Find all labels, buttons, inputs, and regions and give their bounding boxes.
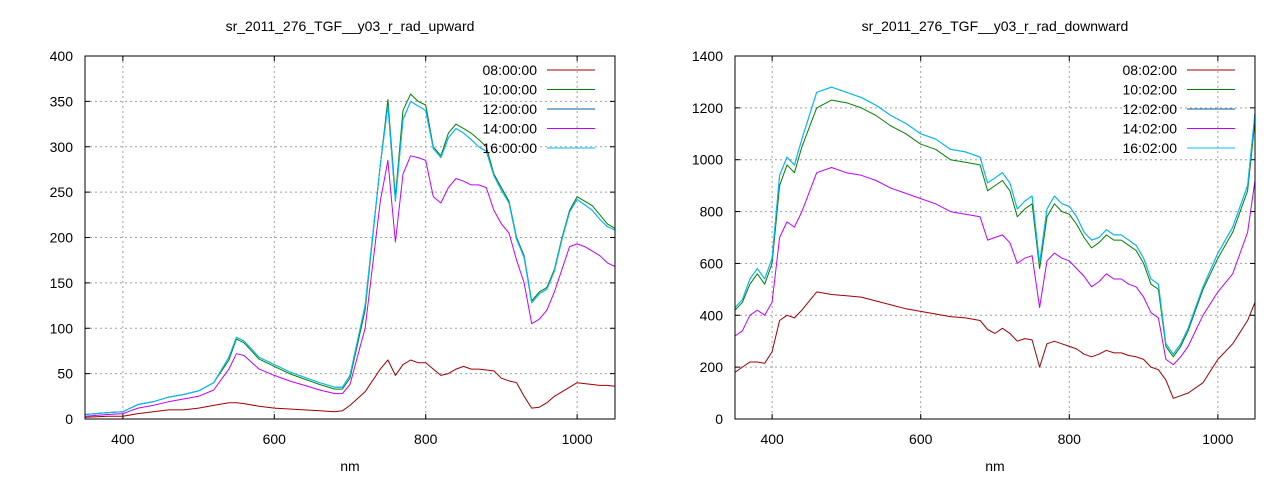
legend-label: 08:02:00 <box>1123 62 1178 78</box>
y-tick-label: 400 <box>700 307 724 323</box>
y-tick-label: 600 <box>700 255 724 271</box>
series-line-4 <box>735 87 1255 354</box>
series-line-2 <box>735 87 1255 354</box>
x-tick-label: 800 <box>1058 431 1082 447</box>
chart-upward: sr_2011_276_TGF__y03_r_rad_upward 0 50 100 1… <box>50 18 615 474</box>
legend-label: 10:02:00 <box>1123 82 1178 98</box>
x-tick-label: 1000 <box>562 431 593 447</box>
y-tick-label: 800 <box>700 204 724 220</box>
y-tick-label: 250 <box>50 184 74 200</box>
y-tick-label: 200 <box>50 230 74 246</box>
legend-label: 10:00:00 <box>483 82 538 98</box>
x-axis-label: nm <box>985 458 1004 474</box>
x-tick-label: 600 <box>263 431 287 447</box>
y-tick-label: 0 <box>65 411 73 427</box>
y-tick-label: 0 <box>715 411 723 427</box>
legend-label: 08:00:00 <box>483 62 538 78</box>
x-tick-label: 1000 <box>1202 431 1233 447</box>
y-tick-label: 1000 <box>692 152 723 168</box>
x-axis-label: nm <box>340 458 359 474</box>
y-tick-label: 1400 <box>692 48 723 64</box>
legend-label: 14:02:00 <box>1123 121 1178 137</box>
legend-label: 14:00:00 <box>483 121 538 137</box>
chart-title: sr_2011_276_TGF__y03_r_rad_upward <box>226 18 475 34</box>
x-tick-label: 600 <box>909 431 933 447</box>
y-tick-label: 400 <box>50 48 74 64</box>
chart-title: sr_2011_276_TGF__y03_r_rad_downward <box>862 18 1129 34</box>
y-tick-label: 100 <box>50 320 74 336</box>
legend-label: 16:02:00 <box>1123 140 1178 156</box>
series-line-0 <box>735 292 1255 398</box>
series-line-1 <box>735 100 1255 357</box>
series-line-0 <box>85 360 615 417</box>
y-tick-label: 200 <box>700 359 724 375</box>
series-line-3 <box>735 168 1255 365</box>
legend-label: 12:00:00 <box>483 101 538 117</box>
x-tick-label: 400 <box>111 431 135 447</box>
x-tick-label: 400 <box>760 431 784 447</box>
series-group <box>735 87 1255 398</box>
y-tick-label: 1200 <box>692 100 723 116</box>
y-tick-label: 50 <box>57 366 73 382</box>
y-tick-label: 350 <box>50 93 74 109</box>
legend-label: 12:02:00 <box>1123 101 1178 117</box>
x-tick-label: 800 <box>414 431 438 447</box>
y-tick-label: 300 <box>50 139 74 155</box>
chart-downward: sr_2011_276_TGF__y03_r_rad_downward 0 200 4… <box>692 18 1255 474</box>
y-tick-label: 150 <box>50 275 74 291</box>
legend-label: 16:00:00 <box>483 140 538 156</box>
